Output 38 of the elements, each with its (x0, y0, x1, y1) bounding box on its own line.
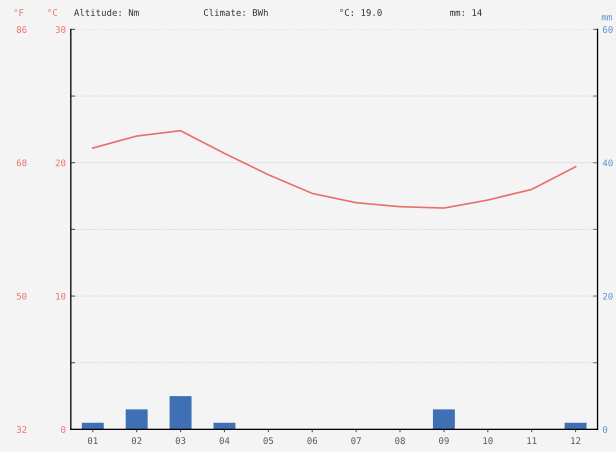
y2-axis-title: mm (602, 15, 612, 20)
y3-tick-label: 50 (16, 292, 27, 300)
text: Altitude: Nm (74, 8, 139, 16)
bar (564, 422, 587, 430)
text: °C: 19.0 (340, 9, 382, 16)
y-tick-label: 0 (61, 426, 66, 433)
bar (82, 422, 104, 430)
y-tick-label: 10 (56, 292, 66, 300)
x-tick-label: 11 (527, 437, 537, 444)
x-tick-label: 05 (263, 437, 274, 444)
x-tick-label: 10 (483, 437, 493, 444)
y2-tick-label: 0 (602, 426, 608, 433)
x-tick-label: 01 (88, 437, 98, 444)
y3-tick-label: 68 (16, 159, 27, 166)
y3-tick-label: 32 (16, 426, 26, 433)
y3-tick-label: 86 (16, 26, 27, 33)
x-tick-label: 12 (571, 437, 580, 444)
x-tick-label: 09 (439, 437, 449, 444)
y2-tick-label: 60 (602, 26, 613, 33)
x-tick-label: 07 (351, 437, 361, 444)
y-tick-label: 20 (56, 159, 66, 166)
y2-tick-label: 20 (603, 292, 613, 300)
x-tick-label: 03 (176, 437, 186, 444)
y-axis-title: °C (48, 9, 58, 16)
y-tick-label: 30 (56, 26, 66, 33)
x-tick-label: 04 (220, 437, 230, 444)
bar (126, 409, 148, 430)
bar (432, 409, 455, 430)
x-tick-label: 02 (132, 437, 142, 444)
y3-axis-title: °F (14, 9, 24, 16)
x-tick-label: 06 (307, 437, 318, 444)
bar (170, 396, 192, 430)
text: Climate: BWh (204, 8, 268, 16)
y2-tick-label: 40 (602, 159, 613, 166)
text: mm: 14 (450, 9, 482, 16)
line-series (92, 130, 576, 209)
x-tick-label: 08 (395, 437, 405, 444)
bar (213, 422, 236, 430)
